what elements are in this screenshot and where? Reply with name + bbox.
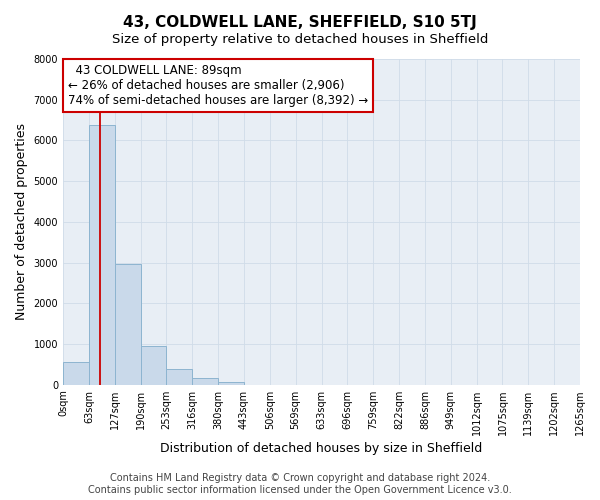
Bar: [63, 362, 89, 384]
X-axis label: Distribution of detached houses by size in Sheffield: Distribution of detached houses by size …: [160, 442, 482, 455]
Bar: [140, 346, 166, 385]
Text: Contains HM Land Registry data © Crown copyright and database right 2024.
Contai: Contains HM Land Registry data © Crown c…: [88, 474, 512, 495]
Bar: [89, 125, 115, 384]
Bar: [192, 378, 218, 384]
Text: 43, COLDWELL LANE, SHEFFIELD, S10 5TJ: 43, COLDWELL LANE, SHEFFIELD, S10 5TJ: [123, 15, 477, 30]
Y-axis label: Number of detached properties: Number of detached properties: [15, 124, 28, 320]
Bar: [166, 369, 192, 384]
Text: Size of property relative to detached houses in Sheffield: Size of property relative to detached ho…: [112, 32, 488, 46]
Bar: [115, 264, 140, 384]
Text: 43 COLDWELL LANE: 89sqm  
← 26% of detached houses are smaller (2,906)
74% of se: 43 COLDWELL LANE: 89sqm ← 26% of detache…: [68, 64, 368, 107]
Bar: [218, 382, 244, 384]
